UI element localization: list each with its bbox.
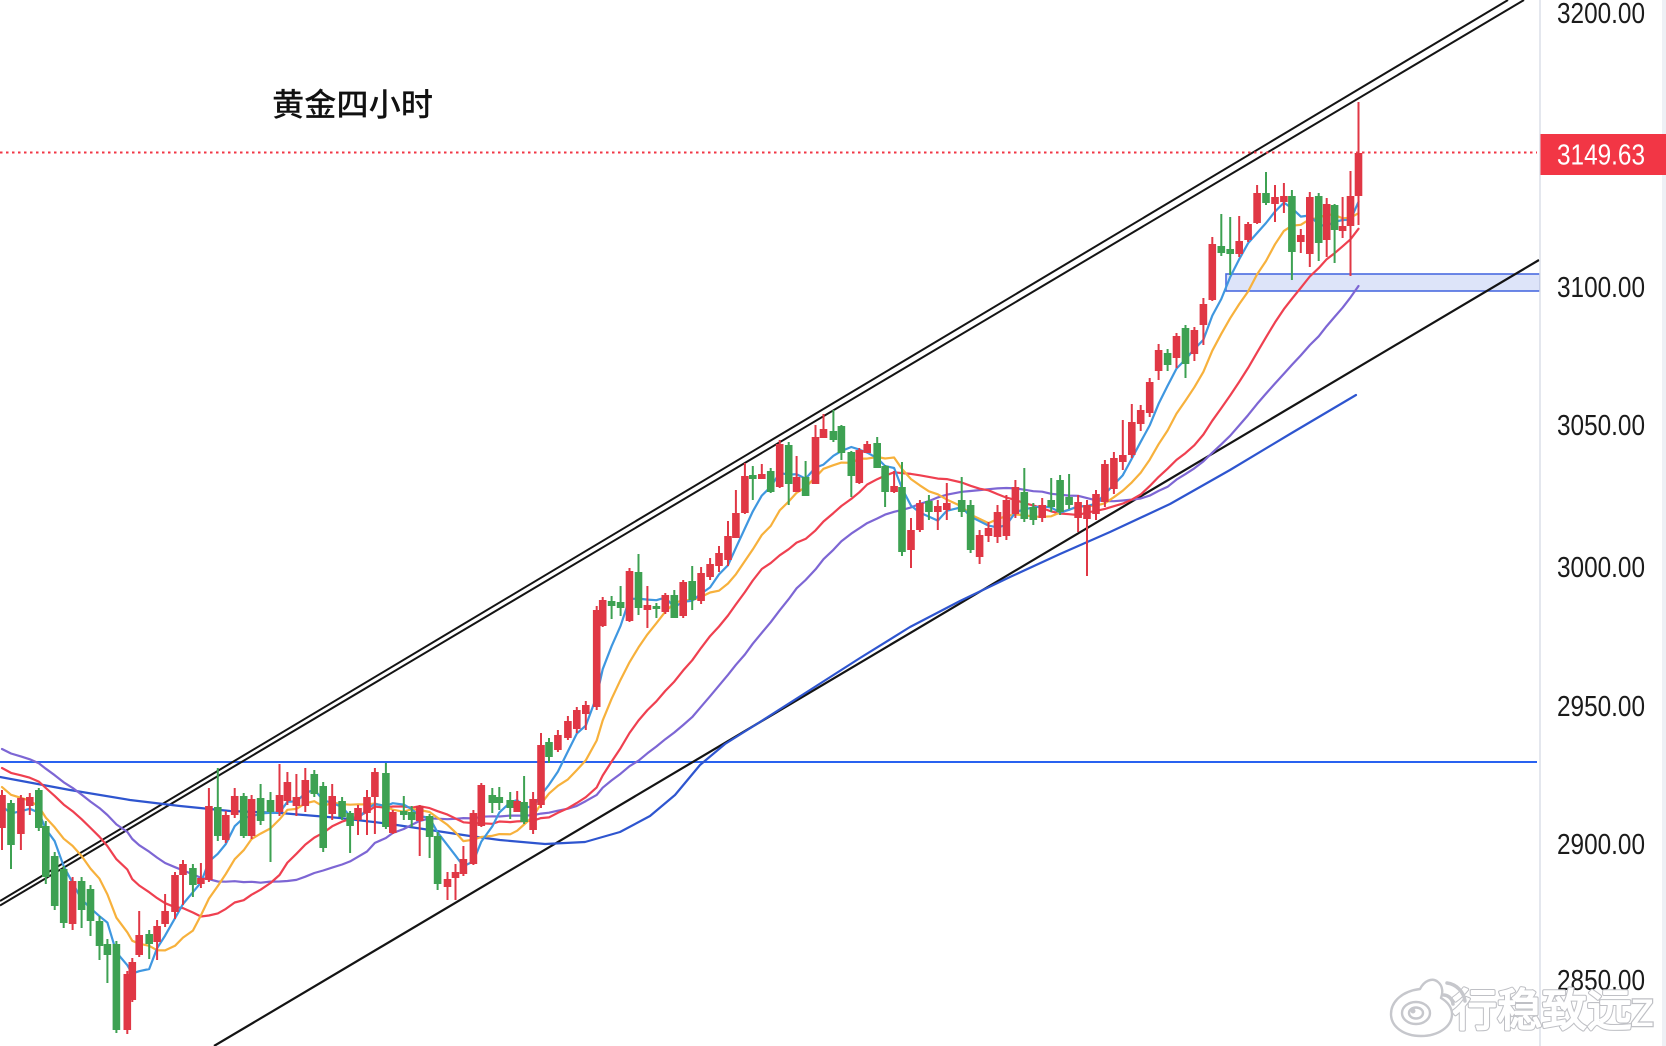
svg-text:2950.00: 2950.00: [1557, 691, 1645, 723]
svg-text:z: z: [1630, 981, 1655, 1037]
svg-text:3200.00: 3200.00: [1557, 0, 1645, 30]
svg-text:3100.00: 3100.00: [1557, 272, 1645, 304]
svg-text:2900.00: 2900.00: [1557, 829, 1645, 861]
svg-text:3149.63: 3149.63: [1557, 140, 1645, 172]
svg-text:3000.00: 3000.00: [1557, 552, 1645, 584]
svg-text:3050.00: 3050.00: [1557, 410, 1645, 442]
